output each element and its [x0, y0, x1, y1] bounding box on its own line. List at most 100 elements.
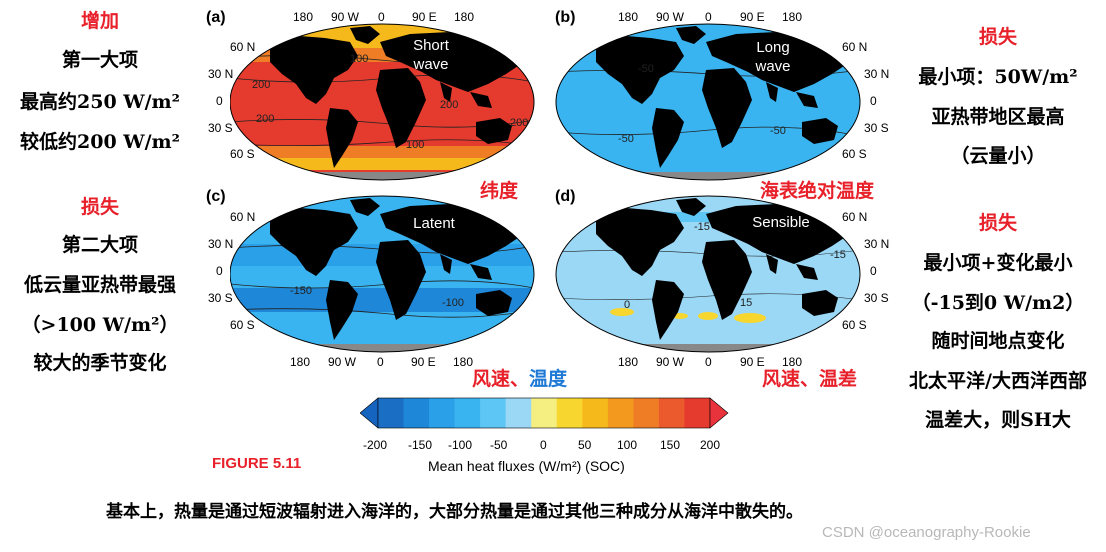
lat-tick: 60 S [230, 147, 255, 161]
loss-title-right-top: 损失 [978, 26, 1017, 48]
lat-tick: 60 N [842, 40, 868, 54]
lat-tick: 60 N [230, 40, 256, 54]
note-line: 温差大，则SH大 [925, 409, 1071, 431]
note-line: 低云量亚热带最强 [23, 274, 176, 296]
panel-d-outline [555, 195, 861, 353]
colorbar-tick: 100 [617, 438, 638, 452]
contour-label: 200 [256, 113, 274, 125]
lat-tick: 30 N [208, 237, 234, 251]
colorbar-tick: 150 [660, 438, 681, 452]
lat-tick: 60 S [842, 147, 867, 161]
annotation-wind-temp-diff: 风速、温差 [762, 368, 858, 390]
lon-tick: 180 [618, 355, 639, 369]
panel-a-title: Short wave [413, 37, 449, 73]
lat-tick: 60 S [230, 318, 255, 332]
loss-title-right-bottom: 损失 [978, 212, 1017, 234]
lat-tick: 0 [870, 94, 877, 108]
lon-tick: 90 E [411, 355, 436, 369]
lon-tick: 180 [618, 10, 639, 24]
colorbar-tick: -200 [363, 438, 388, 452]
contour-label: 200 [510, 117, 528, 129]
contour-label: -50 [618, 133, 634, 145]
colorbar-tick: 200 [700, 438, 721, 452]
watermark: CSDN @oceanography-Rookie [822, 524, 1031, 541]
panel-d-title: Sensible [752, 214, 810, 231]
colorbar-cell [505, 398, 532, 428]
lon-tick: 0 [377, 355, 384, 369]
colorbar-high-arrow [709, 397, 729, 429]
lat-tick: 0 [216, 264, 223, 278]
lon-tick: 0 [705, 355, 712, 369]
colorbar-tick: -150 [408, 438, 433, 452]
colorbar-cell [454, 398, 481, 428]
note-line: 最小项+变化最小 [923, 252, 1073, 274]
colorbar-low-arrow [360, 397, 379, 429]
note-line: 北太平洋/大西洋西部 [909, 370, 1087, 392]
colorbar-cell [607, 398, 634, 428]
panel-a-outline [230, 23, 535, 181]
colorbar-cell [378, 398, 405, 428]
contour-label: -15 [694, 221, 710, 233]
colorbar-cell [684, 398, 711, 428]
colorbar-cell [531, 398, 558, 428]
lon-tick: 180 [782, 355, 803, 369]
lon-tick: 90 E [740, 10, 765, 24]
panel-b-outline [555, 23, 861, 181]
lon-tick: 90 W [656, 10, 685, 24]
lon-tick: 90 W [331, 10, 360, 24]
colorbar-cell [480, 398, 507, 428]
lat-tick: 60 S [842, 318, 867, 332]
contour-label: -50 [770, 125, 786, 137]
panel-letter-a: (a) [206, 9, 226, 26]
lon-tick: 180 [293, 10, 314, 24]
panel-b-title: Long wave [755, 39, 791, 75]
contour-label: 100 [350, 53, 368, 65]
lon-tick: 90 E [740, 355, 765, 369]
lat-tick: 30 S [864, 121, 889, 135]
contour-label: -150 [290, 285, 312, 297]
panel-c-map [230, 196, 534, 352]
colorbar-cell [556, 398, 583, 428]
panel-c-title: Latent [413, 215, 455, 232]
note-line: （>100 W/m²） [21, 314, 179, 336]
lon-tick: 0 [378, 10, 385, 24]
lat-tick: 0 [216, 94, 223, 108]
colorbar-tick: 50 [578, 438, 592, 452]
note-line: 最高约250 W/m² [20, 91, 180, 113]
colorbar-label: Mean heat fluxes (W/m²) (SOC) [428, 458, 625, 474]
note-line: （-15到0 W/m2） [911, 292, 1085, 314]
panel-d-map [556, 196, 860, 352]
note-line: （云量小） [950, 145, 1046, 167]
panel-letter-b: (b) [555, 9, 576, 26]
figure-label: FIGURE 5.11 [212, 455, 302, 472]
lat-tick: 30 N [864, 67, 890, 81]
lon-tick: 180 [290, 355, 311, 369]
lat-tick: 30 S [208, 121, 233, 135]
contour-label: 0 [624, 299, 630, 311]
panel-c-outline [230, 195, 535, 353]
note-line: 亚热带地区最高 [931, 106, 1065, 128]
lat-tick: 30 N [208, 67, 234, 81]
annotation-sst: 海表绝对温度 [760, 180, 875, 202]
contour-label: -100 [442, 297, 464, 309]
colorbar-cell [582, 398, 609, 428]
colorbar-cell [403, 398, 430, 428]
lat-tick: 60 N [842, 210, 868, 224]
panel-letter-c: (c) [206, 188, 226, 205]
lon-tick: 180 [454, 10, 475, 24]
colorbar-ticks: -200 -150 -100 -50 0 50 100 150 200 [362, 438, 732, 454]
colorbar [360, 397, 729, 429]
note-line: 第二大项 [61, 234, 138, 256]
contour-label: 200 [440, 99, 458, 111]
panel-letter-d: (d) [555, 188, 576, 205]
lon-tick: 90 E [412, 10, 437, 24]
lat-tick: 0 [870, 264, 877, 278]
colorbar-cell [429, 398, 456, 428]
note-line: 较大的季节变化 [33, 352, 167, 374]
panel-b-map [556, 24, 860, 180]
loss-title: 损失 [80, 196, 119, 218]
annotation-latitude: 纬度 [480, 180, 519, 202]
colorbar-tick: -50 [490, 438, 508, 452]
colorbar-tick: -100 [448, 438, 473, 452]
lon-tick: 180 [782, 10, 803, 24]
